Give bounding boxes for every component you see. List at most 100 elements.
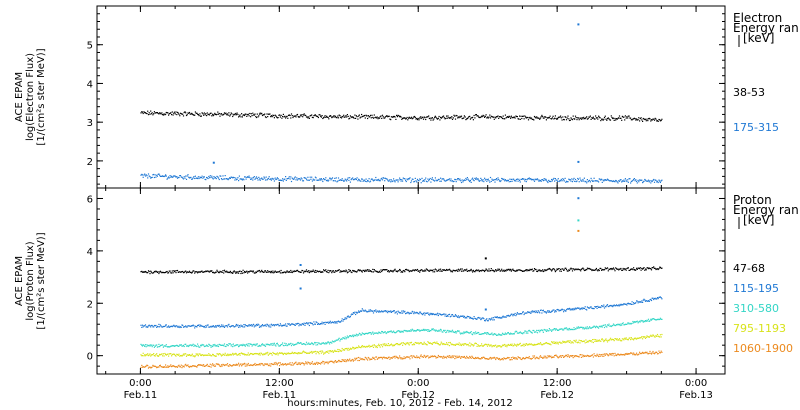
data-point bbox=[156, 112, 158, 114]
data-point bbox=[491, 332, 493, 334]
data-point bbox=[464, 331, 466, 333]
data-point bbox=[275, 353, 277, 356]
data-point bbox=[419, 178, 421, 180]
data-point bbox=[580, 268, 582, 270]
data-point bbox=[448, 117, 451, 119]
data-point bbox=[564, 177, 566, 179]
data-point bbox=[490, 333, 492, 335]
data-point bbox=[367, 345, 369, 347]
data-point bbox=[203, 365, 205, 367]
data-point bbox=[229, 270, 231, 272]
data-point bbox=[545, 178, 547, 180]
data-point bbox=[653, 178, 655, 181]
data-point bbox=[642, 267, 644, 270]
data-point bbox=[378, 311, 380, 313]
data-point bbox=[505, 358, 507, 360]
data-point bbox=[431, 177, 433, 179]
data-point bbox=[266, 323, 268, 325]
data-point bbox=[492, 179, 495, 181]
data-point bbox=[286, 352, 288, 354]
data-point bbox=[195, 177, 197, 179]
data-point bbox=[286, 345, 288, 347]
data-point bbox=[278, 345, 280, 347]
data-point bbox=[661, 351, 663, 353]
data-point bbox=[391, 180, 393, 183]
data-point bbox=[507, 356, 509, 359]
data-point bbox=[323, 353, 325, 355]
data-point bbox=[306, 343, 308, 345]
data-point bbox=[181, 271, 183, 273]
data-point bbox=[621, 269, 623, 271]
data-point bbox=[387, 179, 389, 181]
data-point bbox=[443, 355, 445, 357]
data-point bbox=[380, 311, 382, 313]
data-point bbox=[537, 342, 539, 345]
data-point bbox=[285, 325, 287, 327]
data-point bbox=[194, 114, 196, 116]
data-point bbox=[171, 111, 173, 113]
data-point bbox=[496, 357, 498, 359]
data-point bbox=[419, 116, 422, 118]
data-point bbox=[368, 344, 370, 346]
data-point bbox=[247, 176, 249, 178]
data-point bbox=[304, 352, 306, 354]
series-electron-175-315 bbox=[140, 173, 663, 184]
data-point bbox=[151, 324, 153, 327]
data-point bbox=[472, 344, 474, 346]
data-point bbox=[279, 114, 281, 116]
y-tick-label: 3 bbox=[87, 118, 93, 129]
data-point bbox=[141, 111, 144, 113]
data-point bbox=[274, 270, 276, 272]
data-point bbox=[343, 116, 346, 118]
data-point bbox=[196, 326, 198, 328]
data-point bbox=[481, 269, 483, 271]
data-point bbox=[477, 317, 479, 319]
data-point bbox=[631, 352, 633, 354]
data-point bbox=[247, 325, 249, 327]
data-point bbox=[566, 356, 568, 358]
data-point bbox=[389, 331, 391, 333]
data-point bbox=[428, 313, 430, 315]
data-point bbox=[446, 268, 448, 271]
data-point bbox=[306, 270, 308, 272]
data-point bbox=[453, 315, 455, 318]
data-point bbox=[276, 364, 278, 366]
data-point bbox=[241, 352, 243, 354]
data-point bbox=[364, 114, 366, 117]
data-point bbox=[396, 179, 398, 181]
data-point bbox=[191, 271, 193, 273]
data-point bbox=[370, 358, 372, 360]
data-point bbox=[517, 118, 519, 120]
data-point bbox=[199, 364, 201, 366]
data-point bbox=[635, 179, 637, 181]
data-point bbox=[615, 339, 618, 341]
data-point bbox=[249, 353, 251, 355]
data-point bbox=[571, 181, 574, 183]
data-point bbox=[422, 118, 425, 120]
data-point bbox=[320, 352, 322, 354]
data-point bbox=[585, 269, 587, 271]
data-point bbox=[310, 352, 312, 354]
data-point bbox=[586, 354, 588, 356]
data-point bbox=[476, 270, 478, 272]
data-point bbox=[418, 119, 420, 121]
data-point bbox=[460, 270, 463, 272]
data-point bbox=[179, 115, 181, 117]
data-point bbox=[307, 323, 309, 325]
data-point bbox=[165, 324, 167, 326]
data-point bbox=[561, 268, 563, 270]
data-point bbox=[326, 361, 328, 363]
data-point bbox=[266, 353, 268, 355]
data-point bbox=[267, 363, 269, 365]
data-point bbox=[635, 269, 637, 271]
data-point bbox=[349, 316, 351, 318]
data-point bbox=[469, 332, 471, 334]
data-point bbox=[162, 175, 164, 177]
data-point bbox=[408, 356, 410, 358]
data-point bbox=[420, 117, 422, 120]
data-point bbox=[372, 357, 375, 359]
data-point bbox=[203, 271, 205, 273]
data-point bbox=[402, 312, 404, 314]
data-point bbox=[635, 353, 637, 355]
data-point bbox=[188, 354, 190, 356]
